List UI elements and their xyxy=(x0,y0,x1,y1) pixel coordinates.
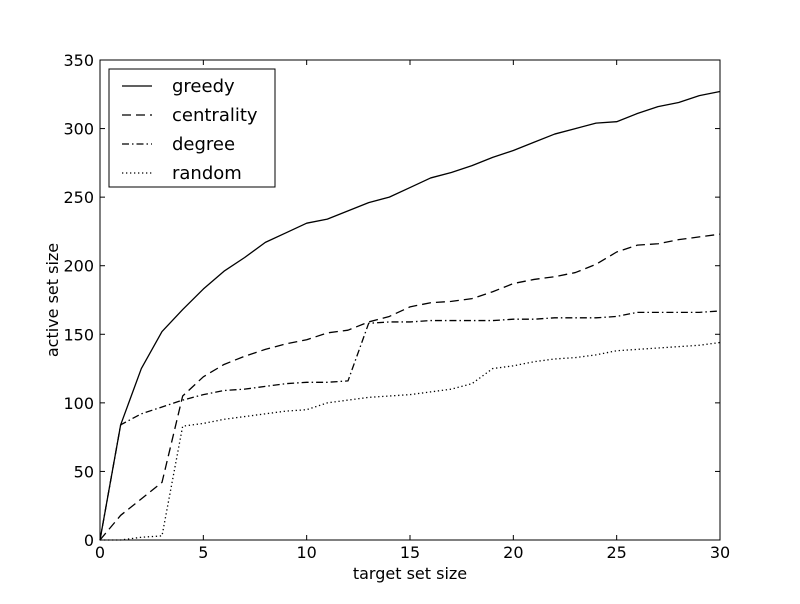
x-tick-label: 25 xyxy=(606,543,626,562)
y-tick-label: 0 xyxy=(84,531,94,550)
series-line-greedy xyxy=(99,90,721,541)
y-tick-label: 300 xyxy=(63,120,94,139)
x-tick-label: 20 xyxy=(503,543,523,562)
legend-label-centrality: centrality xyxy=(172,105,258,126)
series-layer xyxy=(99,90,721,541)
x-tick-label: 5 xyxy=(198,543,208,562)
y-tick-label: 250 xyxy=(63,188,94,207)
legend: greedy centrality degree random xyxy=(108,68,276,188)
legend-label-random: random xyxy=(172,163,242,184)
x-tick-label: 0 xyxy=(95,543,105,562)
series-line-centrality xyxy=(99,233,721,541)
y-tick-label: 150 xyxy=(63,325,94,344)
y-tick-label: 100 xyxy=(63,394,94,413)
x-tick-label: 10 xyxy=(296,543,316,562)
y-tick-label: 200 xyxy=(63,257,94,276)
x-tick-label: 15 xyxy=(400,543,420,562)
series-line-degree xyxy=(99,310,721,541)
legend-label-greedy: greedy xyxy=(172,76,235,97)
series-line-random xyxy=(100,341,721,541)
x-axis-label: target set size xyxy=(353,564,467,583)
legend-label-degree: degree xyxy=(172,134,235,155)
y-axis-label: active set size xyxy=(43,243,62,357)
x-tick-label: 30 xyxy=(710,543,730,562)
legend-box xyxy=(108,68,276,188)
y-tick-label: 350 xyxy=(63,51,94,70)
y-tick-label: 50 xyxy=(74,462,94,481)
